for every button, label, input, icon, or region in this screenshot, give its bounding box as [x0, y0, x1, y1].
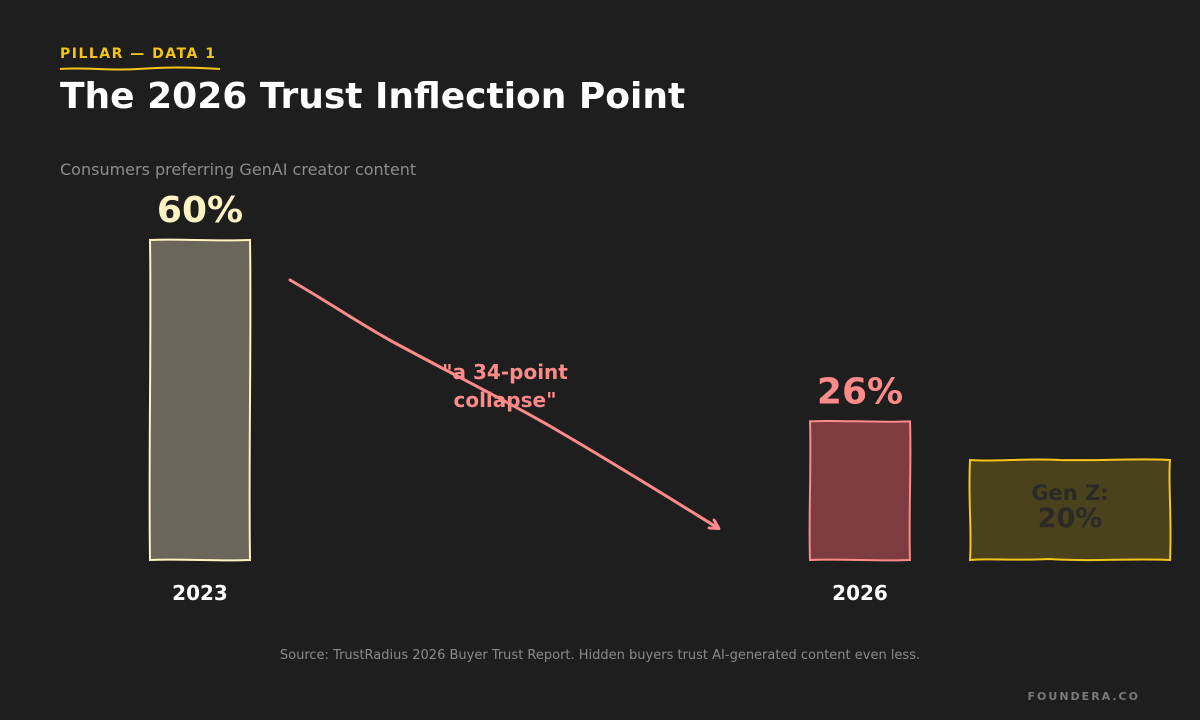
chart-subtitle: Consumers preferring GenAI creator conte…: [60, 160, 417, 179]
value-label-2023: 60%: [157, 190, 243, 231]
value-label-2026: 26%: [817, 371, 903, 412]
eyebrow-underline: [59, 66, 221, 71]
genz-label: Gen Z:: [1031, 481, 1108, 505]
bar-2023: [148, 238, 252, 562]
decline-arrow: [288, 278, 718, 528]
annotation-line-1: "a 34-point: [442, 360, 568, 384]
brand-watermark: FOUNDERA.CO: [1027, 690, 1140, 703]
source-note: Source: TrustRadius 2026 Buyer Trust Rep…: [279, 648, 921, 663]
eyebrow-label: PILLAR — DATA 1: [60, 46, 217, 62]
bar-2026: [808, 419, 912, 562]
genz-callout: Gen Z: 20%: [968, 458, 1172, 562]
category-label-2023: 2023: [172, 581, 228, 605]
page-title: The 2026 Trust Inflection Point: [60, 76, 686, 117]
category-label-2026: 2026: [832, 581, 888, 605]
genz-value: 20%: [1038, 503, 1103, 534]
annotation-line-2: collapse": [453, 388, 556, 412]
genz-box: [968, 458, 1172, 562]
